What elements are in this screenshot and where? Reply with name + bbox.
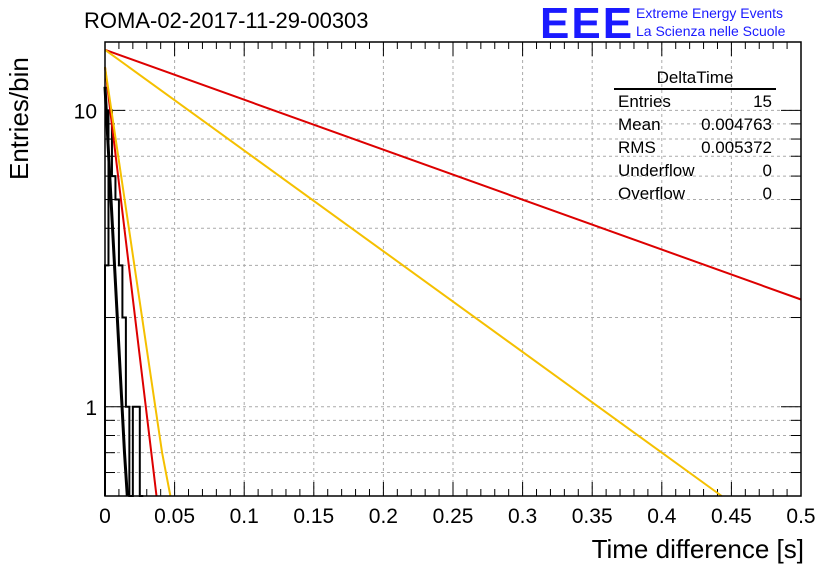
series-line-3: [104, 66, 172, 497]
stats-row-rms: RMS 0.005372: [610, 136, 780, 159]
stats-row-mean: Mean 0.004763: [610, 113, 780, 136]
stats-box: DeltaTime Entries 15 Mean 0.004763 RMS 0.00…: [610, 68, 780, 205]
logo-line-1: Extreme Energy Events: [636, 5, 784, 21]
x-tick-label: 0.05: [154, 505, 195, 528]
x-tick-label: 0.35: [572, 505, 613, 528]
x-tick-label: 0.2: [369, 505, 398, 528]
stats-row-underflow: Underflow 0: [610, 159, 780, 182]
x-tick-label: 0.3: [508, 505, 537, 528]
series-line-4: [103, 86, 129, 497]
stats-value: 15: [753, 92, 772, 111]
grid-lines: [104, 42, 802, 497]
stats-value: 0.004763: [701, 115, 772, 134]
stats-value: 0: [762, 184, 772, 203]
x-tick-label: 0.5: [786, 505, 815, 528]
x-tick-label: 0.45: [711, 505, 752, 528]
axis-ticks: [104, 42, 802, 497]
series-line-2: [104, 66, 158, 497]
stats-label: RMS: [618, 138, 656, 157]
logo-line-2: La Scienza nelle Scuole: [636, 23, 786, 39]
stats-value: 0.005372: [701, 138, 772, 157]
y-axis-label: Entries/bin: [4, 57, 34, 180]
stats-title: DeltaTime: [614, 68, 776, 90]
stats-label: Mean: [618, 115, 661, 134]
x-tick-label: 0: [99, 505, 111, 528]
plot-frame: [104, 41, 802, 497]
y-tick-label: 10: [74, 100, 97, 123]
stats-label: Entries: [618, 92, 671, 111]
x-tick-label: 0.15: [293, 505, 334, 528]
stats-label: Overflow: [618, 184, 686, 203]
series-line-1: [104, 48, 723, 497]
x-tick-label: 0.1: [230, 505, 259, 528]
x-axis-label: Time difference [s]: [591, 534, 804, 564]
tick-labels: 0 0.05 0.1 0.15 0.2 0.25 0.3 0.35 0.4 0.45 0.5 1 10: [74, 100, 816, 528]
stats-row-entries: Entries 15: [610, 90, 780, 113]
series-line-0: [104, 48, 802, 301]
x-tick-label: 0.4: [647, 505, 677, 528]
stats-row-overflow: Overflow 0: [610, 182, 780, 205]
stats-label: Underflow: [618, 161, 695, 180]
chart-title: ROMA-02-2017-11-29-00303: [84, 8, 369, 33]
stats-value: 0: [762, 161, 772, 180]
eee-logo: EEE: [540, 0, 635, 48]
fit-lines: [103, 48, 802, 497]
x-tick-label: 0.25: [433, 505, 474, 528]
logo-caption: Extreme Energy Events La Scienza nelle S…: [636, 4, 785, 40]
y-tick-label: 1: [85, 397, 97, 420]
